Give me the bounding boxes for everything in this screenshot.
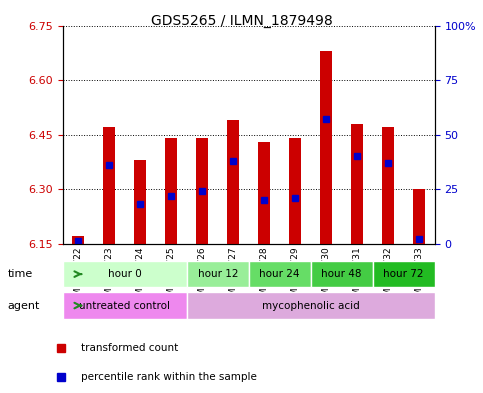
Bar [187,261,249,287]
Bar [196,138,209,244]
Bar [258,142,270,244]
Bar [72,236,85,244]
Bar [103,127,115,244]
Bar [289,138,301,244]
Text: time: time [7,269,32,279]
Bar [227,120,240,244]
Text: hour 72: hour 72 [384,269,424,279]
Text: mycophenolic acid: mycophenolic acid [262,301,360,310]
Text: hour 24: hour 24 [259,269,300,279]
Bar [165,138,177,244]
Bar [249,261,311,287]
Bar [187,292,435,319]
Text: hour 12: hour 12 [198,269,238,279]
Text: hour 48: hour 48 [322,269,362,279]
Text: percentile rank within the sample: percentile rank within the sample [81,372,257,382]
Bar [63,261,187,287]
Bar [320,51,332,244]
Text: transformed count: transformed count [81,343,178,353]
Bar [311,261,373,287]
Bar [382,127,395,244]
Bar [134,160,146,244]
Text: agent: agent [7,301,40,311]
Text: untreated control: untreated control [79,301,170,310]
Text: GDS5265 / ILMN_1879498: GDS5265 / ILMN_1879498 [151,14,332,28]
Bar [63,292,187,319]
Bar [373,261,435,287]
Bar [351,124,363,244]
Bar [413,189,426,244]
Text: hour 0: hour 0 [108,269,142,279]
